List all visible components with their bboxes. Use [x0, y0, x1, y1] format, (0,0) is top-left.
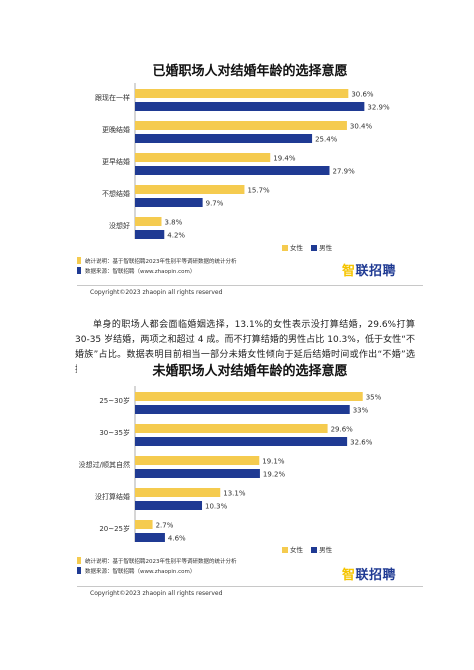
bar-female — [135, 185, 245, 194]
bar-female — [135, 456, 260, 465]
category-label: 更晚结婚 — [102, 125, 130, 134]
category-label: 没打算结婚 — [95, 492, 130, 501]
data-label: 35% — [366, 394, 382, 402]
note-source: 数据来源：智联招聘（www.zhaopin.com） — [77, 567, 237, 577]
data-label: 25.4% — [315, 136, 338, 144]
brand-logo-rest: 联招聘 — [355, 568, 397, 583]
data-label: 27.9% — [333, 168, 356, 176]
bar-male — [135, 198, 203, 207]
data-label: 30.6% — [351, 91, 374, 99]
chart-card-unmarried: 未婚职场人对结婚年龄的选择意愿 25~30岁 35% 33% 30~35岁 29.6% 3… — [77, 362, 423, 584]
data-label: 33% — [353, 407, 369, 415]
bar-male — [135, 166, 330, 175]
data-label: 3.8% — [164, 219, 182, 227]
note-source: 数据来源：智联招聘（www.zhaopin.com） — [77, 267, 237, 277]
bar-male — [135, 501, 203, 510]
note-method: 统计说明：基于智联招聘2023年性别平等调研数据的统计分析 — [77, 557, 237, 567]
category-label: 20~25岁 — [99, 524, 130, 533]
bar-male — [135, 134, 313, 143]
legend-swatch-male — [311, 245, 318, 251]
data-label: 9.7% — [206, 200, 224, 208]
bar-male — [135, 437, 348, 446]
chart-notes: 统计说明：基于智联招聘2023年性别平等调研数据的统计分析 数据来源：智联招聘（… — [77, 257, 237, 277]
data-label: 32.9% — [367, 104, 390, 112]
data-label: 15.7% — [247, 187, 270, 195]
bar-male — [135, 533, 165, 542]
data-label: 19.1% — [262, 458, 285, 466]
bar-female — [135, 488, 221, 497]
data-label: 19.2% — [263, 471, 286, 479]
data-label: 13.1% — [223, 490, 246, 498]
brand-logo-rest: 联招聘 — [355, 264, 397, 279]
note-bullet-icon — [77, 557, 81, 564]
bar-chart-unmarried: 25~30岁 35% 33% 30~35岁 29.6% 32.6% 没想过/顺其自然 19.1… — [79, 386, 382, 543]
data-label: 19.4% — [273, 155, 296, 163]
brand-logo: 智联招聘 — [342, 264, 397, 279]
legend-swatch-female — [282, 245, 288, 251]
chart-legend: 女性 男性 — [282, 242, 338, 252]
chart-title: 已婚职场人对结婚年龄的选择意愿 — [152, 64, 348, 79]
bar-male — [135, 230, 165, 239]
data-label: 4.2% — [167, 232, 185, 240]
note-bullet-icon — [77, 567, 81, 574]
divider — [77, 586, 423, 587]
bar-female — [135, 392, 363, 401]
category-label: 不想结婚 — [102, 189, 130, 198]
bar-female — [135, 121, 347, 130]
category-label: 没想好 — [109, 221, 130, 230]
bar-male — [135, 405, 350, 414]
data-label: 29.6% — [331, 426, 354, 434]
legend-label-female: 女性 — [290, 546, 303, 554]
data-label: 30.4% — [350, 123, 373, 131]
bar-male — [135, 469, 260, 478]
legend-label-male: 男性 — [319, 546, 333, 554]
copyright-text: Copyright©2023 zhaopin all rights reserv… — [90, 590, 223, 597]
data-label: 2.7% — [156, 522, 174, 530]
bar-male — [135, 102, 365, 111]
bar-female — [135, 217, 162, 226]
data-label: 10.3% — [205, 503, 228, 511]
bar-chart-married: 跟现在一样 30.6% 32.9% 更晚结婚 30.4% 25.4% 更早结婚 19.4% 27… — [95, 83, 390, 240]
note-method-text: 统计说明：基于智联招聘2023年性别平等调研数据的统计分析 — [85, 559, 237, 565]
chart-card-married: 已婚职场人对结婚年龄的选择意愿 跟现在一样 30.6% 32.9% 更晚结婚 30.4%… — [77, 52, 423, 284]
divider — [77, 285, 423, 286]
note-source-text: 数据来源：智联招聘（www.zhaopin.com） — [85, 569, 196, 575]
note-source-text: 数据来源：智联招聘（www.zhaopin.com） — [85, 269, 196, 275]
legend-swatch-male — [311, 547, 318, 553]
bar-female — [135, 520, 153, 529]
category-label: 25~30岁 — [99, 396, 130, 405]
category-label: 没想过/顺其自然 — [79, 460, 130, 469]
note-bullet-icon — [77, 257, 81, 264]
chart-legend: 女性 男性 — [282, 544, 338, 554]
chart-notes: 统计说明：基于智联招聘2023年性别平等调研数据的统计分析 数据来源：智联招聘（… — [77, 557, 237, 577]
note-bullet-icon — [77, 267, 81, 274]
brand-logo: 智联招聘 — [342, 568, 397, 583]
legend-label-female: 女性 — [290, 244, 303, 252]
bar-female — [135, 89, 349, 98]
copyright-text: Copyright©2023 zhaopin all rights reserv… — [90, 289, 223, 296]
category-label: 更早结婚 — [102, 157, 130, 166]
data-label: 4.6% — [168, 535, 186, 543]
bar-female — [135, 153, 271, 162]
legend-label-male: 男性 — [319, 244, 333, 252]
note-method: 统计说明：基于智联招聘2023年性别平等调研数据的统计分析 — [77, 257, 237, 267]
legend-swatch-female — [282, 547, 288, 553]
bar-female — [135, 424, 328, 433]
category-label: 30~35岁 — [99, 428, 130, 437]
chart-title: 未婚职场人对结婚年龄的选择意愿 — [152, 364, 348, 379]
note-method-text: 统计说明：基于智联招聘2023年性别平等调研数据的统计分析 — [85, 259, 237, 265]
data-label: 32.6% — [350, 439, 373, 447]
category-label: 跟现在一样 — [95, 93, 130, 102]
